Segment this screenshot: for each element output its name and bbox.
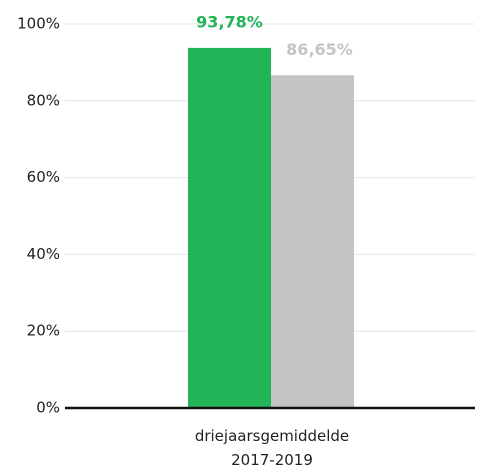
y-tick-label: 0% [36, 399, 60, 417]
y-tick-label: 100% [17, 15, 60, 33]
data-label: 93,78% [196, 12, 263, 31]
data-label: 86,65% [286, 40, 353, 59]
bar [188, 47, 271, 409]
y-tick-label: 80% [27, 91, 60, 109]
bar [271, 75, 354, 408]
y-tick-label: 60% [27, 168, 60, 186]
y-tick-label: 20% [27, 322, 60, 340]
y-tick-label: 40% [27, 245, 60, 263]
x-tick-label: driejaarsgemiddelde 2017-2019 [194, 427, 350, 469]
